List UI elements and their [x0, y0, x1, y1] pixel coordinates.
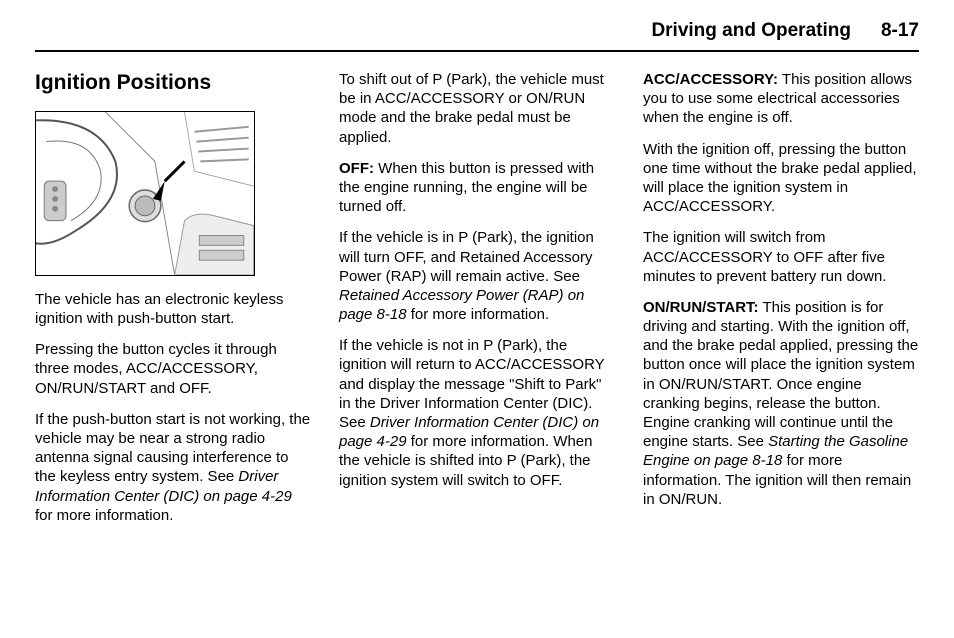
section-title: Ignition Positions: [35, 70, 311, 97]
col3-para4: ON/RUN/START: This position is for drivi…: [643, 298, 919, 509]
dashboard-drawing-icon: [36, 112, 254, 275]
col3-para3: The ignition will switch from ACC/ACCESS…: [643, 228, 919, 286]
col1-para1: The vehicle has an electronic keyless ig…: [35, 290, 311, 328]
col3-para2: With the ignition off, pressing the butt…: [643, 140, 919, 217]
header-page-number: 8-17: [881, 20, 919, 42]
col2-para1: To shift out of P (Park), the vehicle mu…: [339, 70, 615, 147]
content-columns: Ignition Positions: [35, 70, 919, 537]
column-1: Ignition Positions: [35, 70, 311, 537]
col2-p2-text: When this button is pressed with the eng…: [339, 160, 594, 215]
column-2: To shift out of P (Park), the vehicle mu…: [339, 70, 615, 537]
col3-p4a: This position is for driving and startin…: [643, 299, 918, 450]
col1-para2: Pressing the button cycles it through th…: [35, 340, 311, 398]
col2-p3a: If the vehicle is in P (Park), the ignit…: [339, 229, 594, 284]
col3-p4-label: ON/RUN/START:: [643, 299, 759, 316]
col2-p2-label: OFF:: [339, 160, 374, 177]
col2-p3b: for more information.: [407, 306, 550, 323]
ignition-illustration: [35, 111, 255, 276]
col1-para3: If the push-button start is not working,…: [35, 410, 311, 525]
header-title: Driving and Operating: [651, 20, 851, 42]
page-header: Driving and Operating 8-17: [35, 20, 919, 52]
col2-para2: OFF: When this button is pressed with th…: [339, 159, 615, 217]
col2-para3: If the vehicle is in P (Park), the ignit…: [339, 228, 615, 324]
col2-para4: If the vehicle is not in P (Park), the i…: [339, 336, 615, 490]
col3-para1: ACC/ACCESSORY: This position allows you …: [643, 70, 919, 128]
column-3: ACC/ACCESSORY: This position allows you …: [643, 70, 919, 537]
col1-p3b: for more information.: [35, 507, 173, 524]
col3-p1-label: ACC/ACCESSORY:: [643, 71, 778, 88]
